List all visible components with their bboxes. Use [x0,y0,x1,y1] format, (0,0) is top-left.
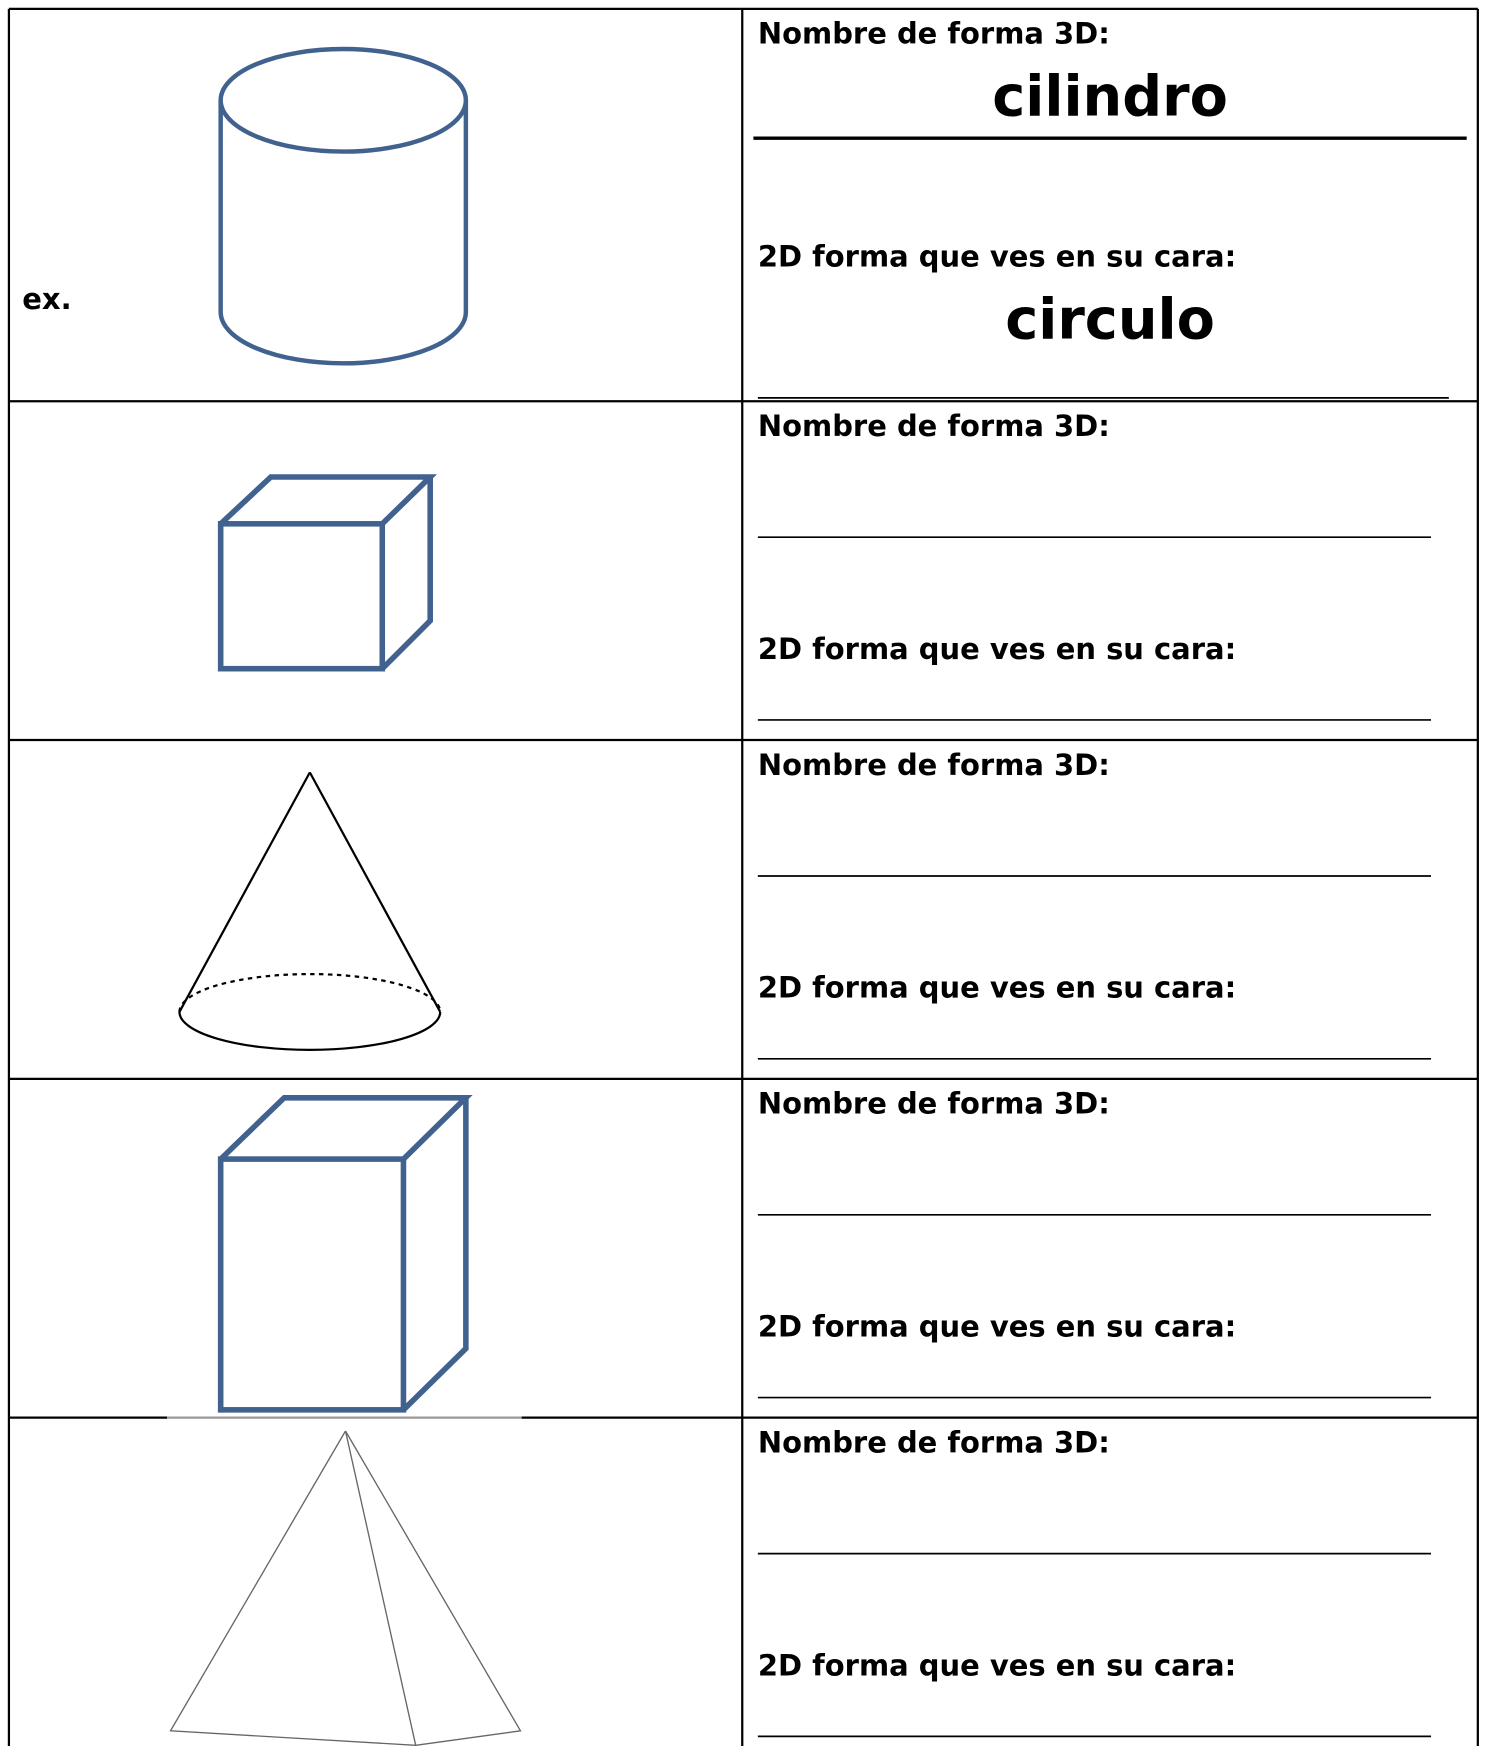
example-marker: ex. [22,282,71,316]
cube-drawing [217,474,438,672]
face-label: 2D forma que ves en su cara: [758,1309,1236,1343]
name-label: Nombre de forma 3D: [758,17,1110,51]
face-answer: circulo [1005,287,1215,352]
name-label: Nombre de forma 3D: [758,748,1110,782]
worksheet-body: ex. Nombre de forma 3D: 2D forma que ves e… [7,7,1479,1746]
face-label: 2D forma que ves en su cara: [758,1648,1236,1682]
name-answer: cilindro [992,64,1228,129]
cone-drawing [178,771,442,1051]
name-label: Nombre de forma 3D: [758,409,1110,443]
name-label: Nombre de forma 3D: [758,1425,1110,1459]
face-label: 2D forma que ves en su cara: [758,971,1236,1005]
face-label: 2D forma que ves en su cara: [758,240,1236,274]
cylinder-drawing [218,46,469,366]
table-grid [7,7,1479,1746]
pyramid-drawing [169,1430,522,1746]
prism-drawing [217,1094,473,1413]
face-label: 2D forma que ves en su cara: [758,632,1236,666]
name-label: Nombre de forma 3D: [758,1087,1110,1121]
